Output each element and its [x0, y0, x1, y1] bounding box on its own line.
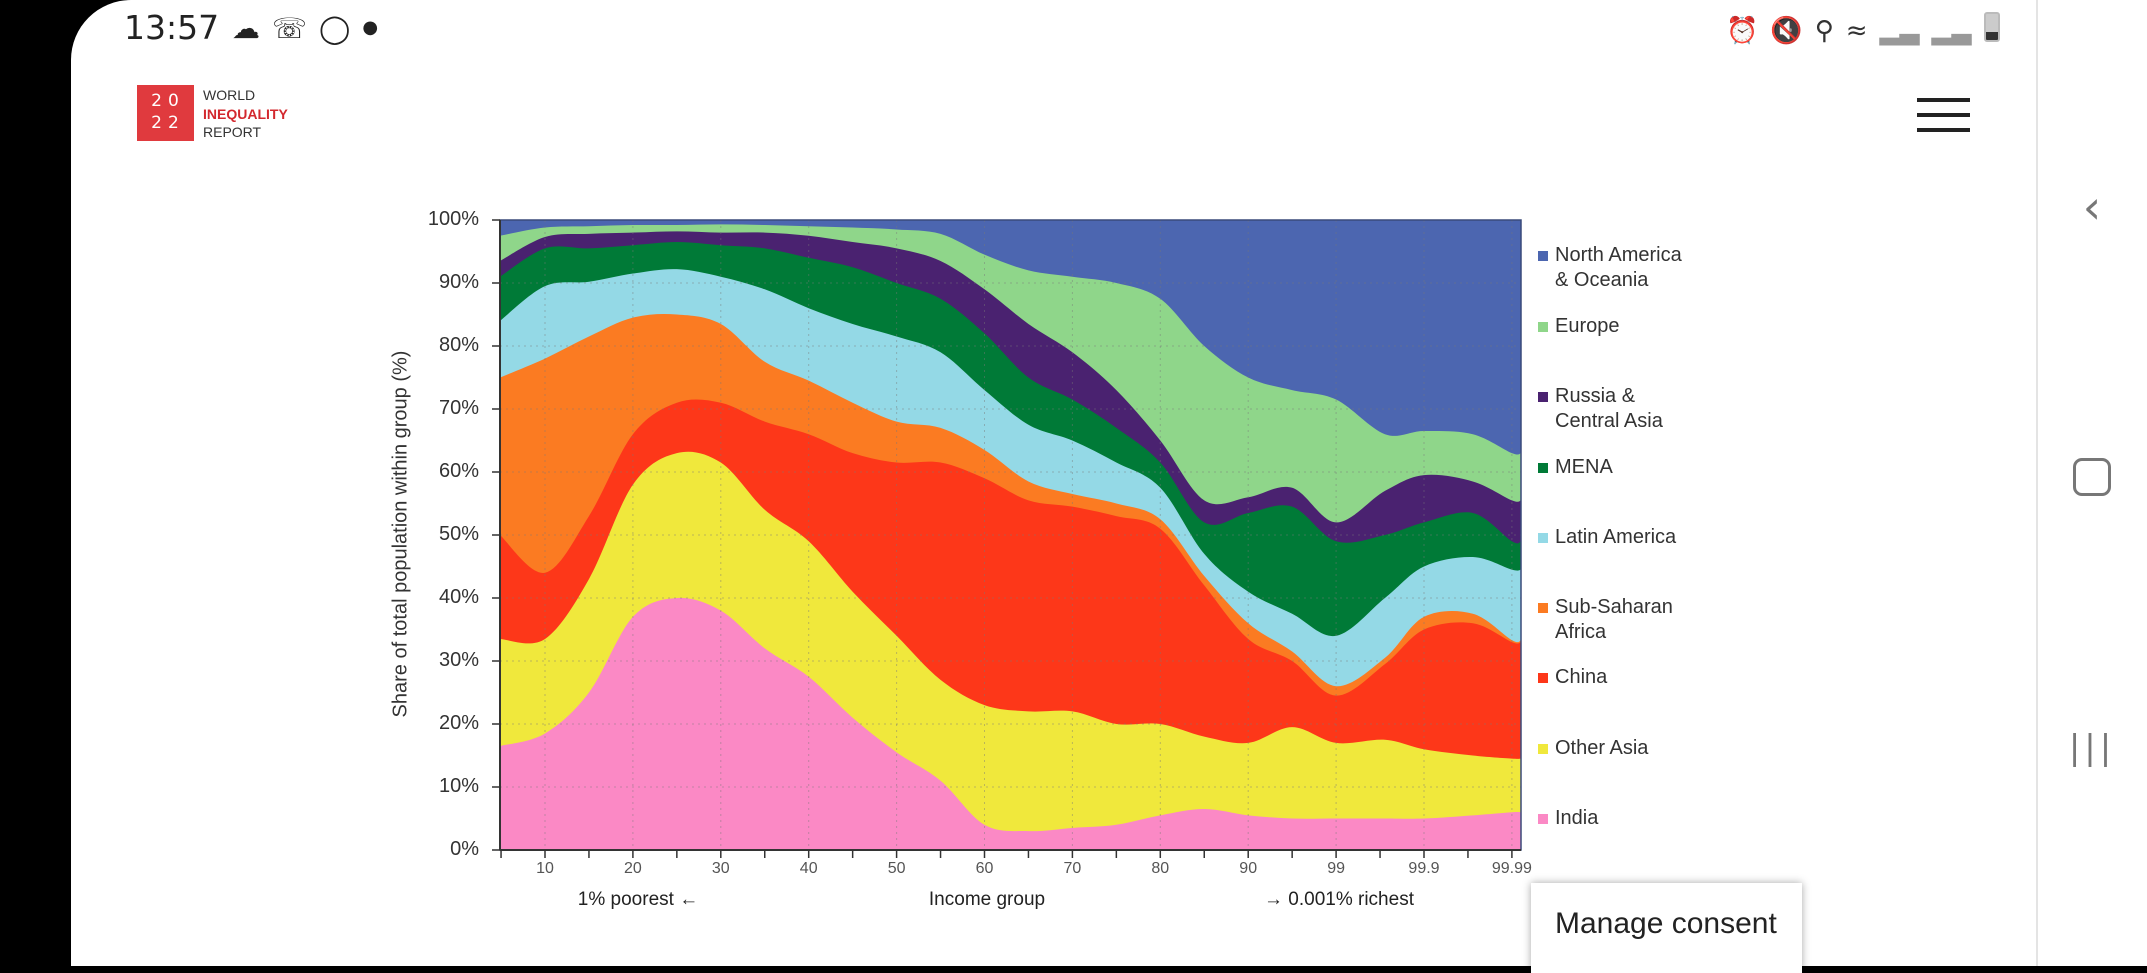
legend-item-india: India — [1538, 806, 1598, 831]
whatsapp-icon: ☏ — [272, 12, 308, 45]
x-tick-label: 99.99 — [1491, 860, 1532, 877]
system-navigation-bar — [2036, 0, 2147, 966]
x-tick-label: 20 — [623, 860, 642, 877]
area-india — [500, 597, 1521, 850]
logo[interactable]: 20 22 — [137, 85, 194, 141]
logo-year-bottom: 22 — [151, 113, 185, 133]
instagram-icon: ◯ — [319, 12, 351, 45]
legend-swatch — [1538, 533, 1548, 543]
logo-text: WORLD INEQUALITY REPORT — [203, 86, 288, 142]
legend-label: Latin America — [1555, 526, 1677, 548]
manage-consent-button[interactable]: Manage consent — [1531, 883, 1802, 973]
legend-item-sub-saharan-africa: Sub-Saharan Africa — [1538, 595, 1673, 645]
legend-label: Russia & Central Asia — [1555, 385, 1663, 432]
status-time: 13:57 — [124, 8, 220, 47]
alarm-icon: ⏰ — [1726, 15, 1759, 46]
status-left-icons: ☁ ☏ ◯ ● — [232, 12, 378, 45]
legend-swatch — [1538, 322, 1548, 332]
legend-swatch — [1538, 673, 1548, 683]
x-left-note: 1% poorest ← — [577, 889, 699, 910]
legend-item-other-asia: Other Asia — [1538, 736, 1648, 761]
legend-item-china: China — [1538, 665, 1607, 690]
x-tick-label: 80 — [1151, 860, 1170, 877]
legend-swatch — [1538, 814, 1548, 824]
location-icon: ⚲ — [1814, 15, 1834, 46]
back-icon[interactable]: ‹ — [2082, 180, 2102, 234]
x-tick-label: 40 — [799, 860, 818, 877]
x-tick-label: 90 — [1239, 860, 1258, 877]
recents-icon[interactable]: ||| — [2068, 728, 2116, 768]
status-right-icons: ⏰ 🔇 ⚲ ≈ ▂▃ ▂▃ — [1726, 12, 2000, 49]
dot-icon: ● — [362, 17, 379, 38]
logo-line-3: REPORT — [203, 124, 262, 140]
legend-label: North America & Oceania — [1555, 244, 1682, 291]
y-tick-label: 90% — [438, 271, 479, 293]
signal-icon: ▂▃ — [1931, 15, 1972, 46]
wifi-icon: ≈ — [1845, 15, 1868, 46]
legend-swatch — [1538, 463, 1548, 473]
legend-swatch — [1538, 251, 1548, 261]
x-tick-label: 70 — [1063, 860, 1082, 877]
logo-line-2: INEQUALITY — [203, 105, 288, 122]
x-tick-label: 50 — [887, 860, 906, 877]
y-tick-label: 20% — [438, 712, 479, 734]
x-tick-label: 99 — [1327, 860, 1345, 877]
signal-icon: ▂▃ — [1879, 15, 1920, 46]
legend-label: Other Asia — [1555, 737, 1649, 759]
legend-label: China — [1555, 666, 1608, 688]
y-tick-label: 50% — [438, 523, 479, 545]
x-axis-title: Income group — [928, 889, 1046, 910]
logo-line-1: WORLD — [203, 87, 256, 103]
cloud-sync-icon: ☁ — [232, 12, 260, 45]
legend-item-north-america: North America & Oceania — [1538, 243, 1682, 293]
mute-icon: 🔇 — [1770, 15, 1803, 46]
legend-swatch — [1538, 392, 1548, 402]
x-right-note: → 0.001% richest — [1264, 889, 1414, 910]
legend-item-latin-america: Latin America — [1538, 525, 1676, 550]
legend-swatch — [1538, 603, 1548, 613]
legend-label: Europe — [1555, 315, 1620, 337]
x-tick-label: 10 — [536, 860, 554, 877]
y-tick-label: 40% — [438, 586, 479, 608]
legend-item-mena: MENA — [1538, 455, 1613, 480]
legend-label: Sub-Saharan Africa — [1555, 596, 1673, 643]
x-tick-label: 99.9 — [1408, 860, 1440, 877]
y-tick-label: 80% — [438, 334, 479, 356]
legend-label: India — [1555, 807, 1599, 829]
x-tick-label: 60 — [975, 860, 994, 877]
logo-year-top: 20 — [151, 91, 185, 111]
home-icon[interactable] — [2062, 458, 2122, 496]
legend-label: MENA — [1555, 456, 1613, 478]
hamburger-icon[interactable] — [1917, 98, 1970, 134]
y-tick-label: 10% — [438, 775, 479, 797]
battery-icon — [1983, 12, 2000, 49]
y-tick-label: 100% — [427, 208, 479, 230]
legend-swatch — [1538, 744, 1548, 754]
legend-item-europe: Europe — [1538, 314, 1620, 339]
y-tick-label: 60% — [438, 460, 479, 482]
y-tick-label: 30% — [438, 649, 479, 671]
x-tick-label: 30 — [711, 860, 730, 877]
y-tick-label: 70% — [438, 397, 479, 419]
legend-item-russia: Russia & Central Asia — [1538, 384, 1663, 434]
y-tick-label: 0% — [450, 838, 479, 860]
